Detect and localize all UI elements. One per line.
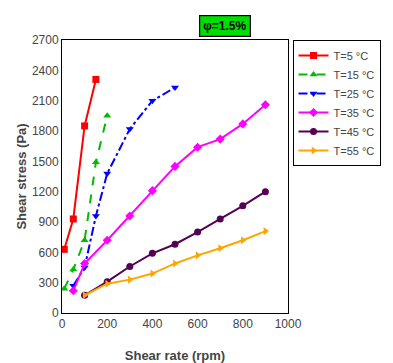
svg-text:1500: 1500	[32, 155, 59, 169]
svg-text:φ=1.5%: φ=1.5%	[203, 19, 246, 33]
svg-text:T=5 °C: T=5 °C	[334, 50, 369, 62]
svg-text:T=55 °C: T=55 °C	[334, 145, 375, 157]
svg-text:T=15 °C: T=15 °C	[334, 69, 375, 81]
svg-text:1200: 1200	[32, 185, 59, 199]
svg-text:600: 600	[188, 317, 208, 331]
svg-text:0: 0	[52, 306, 59, 320]
svg-text:T=25 °C: T=25 °C	[334, 88, 375, 100]
svg-text:900: 900	[39, 215, 59, 229]
svg-text:600: 600	[39, 246, 59, 260]
svg-text:1800: 1800	[32, 124, 59, 138]
svg-text:1000: 1000	[275, 317, 302, 331]
svg-text:T=35 °C: T=35 °C	[334, 107, 375, 119]
svg-text:Shear rate (rpm): Shear rate (rpm)	[125, 348, 225, 363]
svg-text:2100: 2100	[32, 94, 59, 108]
svg-text:400: 400	[142, 317, 162, 331]
svg-text:2700: 2700	[32, 33, 59, 47]
svg-text:300: 300	[39, 276, 59, 290]
svg-text:800: 800	[233, 317, 253, 331]
svg-text:Shear stress (Pa): Shear stress (Pa)	[14, 123, 29, 229]
svg-text:200: 200	[97, 317, 117, 331]
svg-text:2400: 2400	[32, 64, 59, 78]
svg-text:0: 0	[59, 317, 66, 331]
svg-text:T=45 °C: T=45 °C	[334, 126, 375, 138]
